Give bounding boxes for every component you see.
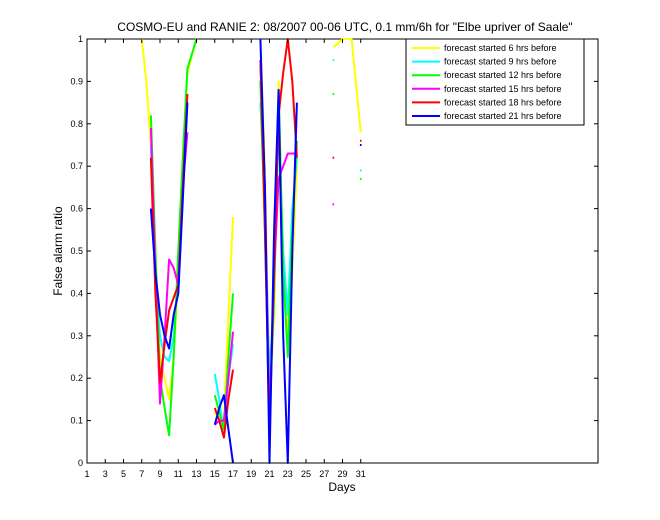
y-tick-label: 0.4 <box>70 288 83 298</box>
series-2 <box>149 59 362 435</box>
x-tick-label: 3 <box>103 469 108 479</box>
legend-entry: forecast started 18 hrs before <box>444 97 562 107</box>
y-tick-label: 0.7 <box>70 161 83 171</box>
series-line <box>259 38 298 464</box>
x-tick-label: 1 <box>84 469 89 479</box>
series-line <box>213 394 234 464</box>
y-tick-label: 0.3 <box>70 331 83 341</box>
x-tick-label: 5 <box>121 469 126 479</box>
x-tick-label: 25 <box>301 469 311 479</box>
series-6 <box>149 38 362 464</box>
x-tick-label: 15 <box>210 469 220 479</box>
legend-box <box>405 38 585 126</box>
legend-entry: forecast started 6 hrs before <box>444 43 557 53</box>
x-tick-label: 13 <box>191 469 201 479</box>
y-tick-label: 0 <box>78 458 83 468</box>
series-line <box>149 102 189 350</box>
y-tick-label: 0.1 <box>70 416 83 426</box>
x-tick-label: 7 <box>139 469 144 479</box>
x-tick-label: 29 <box>337 469 347 479</box>
x-tick-label: 23 <box>283 469 293 479</box>
legend-entry: forecast started 15 hrs before <box>444 84 562 94</box>
y-tick-label: 0.5 <box>70 246 83 256</box>
series-4 <box>149 60 362 426</box>
legend-entry: forecast started 21 hrs before <box>444 111 562 121</box>
series-line <box>149 38 198 437</box>
y-tick-label: 0.2 <box>70 373 83 383</box>
y-tick-label: 0.9 <box>70 76 83 86</box>
x-tick-label: 21 <box>264 469 274 479</box>
y-axis-label: False alarm ratio <box>51 206 65 296</box>
series-5 <box>149 38 362 439</box>
legend: forecast started 6 hrs before forecast st… <box>405 38 585 126</box>
x-tick-label: 9 <box>157 469 162 479</box>
y-tick-label: 0.6 <box>70 204 83 214</box>
x-tick-label: 11 <box>174 469 183 479</box>
series-line <box>214 331 234 426</box>
chart-title: COSMO-EU and RANIE 2: 08/2007 00-06 UTC,… <box>117 20 572 34</box>
plot-area <box>86 38 599 464</box>
y-tick-label: 0.8 <box>70 119 83 129</box>
x-tick-label: 17 <box>228 469 238 479</box>
y-axis: 0 0.1 0.2 0.3 0.4 0.5 0.6 0.7 0.8 0.9 1 <box>70 34 598 468</box>
legend-entry: forecast started 9 hrs before <box>444 57 557 67</box>
series-1 <box>140 38 362 422</box>
x-axis-label: Days <box>328 480 355 494</box>
x-axis: 1 3 5 7 9 11 13 15 17 19 21 23 25 27 29 31 <box>84 39 366 479</box>
x-tick-label: 27 <box>319 469 329 479</box>
y-tick-label: 1 <box>78 34 83 44</box>
series-line <box>332 38 362 133</box>
legend-entry: forecast started 12 hrs before <box>444 70 562 80</box>
series-layer <box>140 38 362 464</box>
x-tick-label: 19 <box>246 469 256 479</box>
series-3 <box>149 38 362 437</box>
x-tick-label: 31 <box>356 469 366 479</box>
